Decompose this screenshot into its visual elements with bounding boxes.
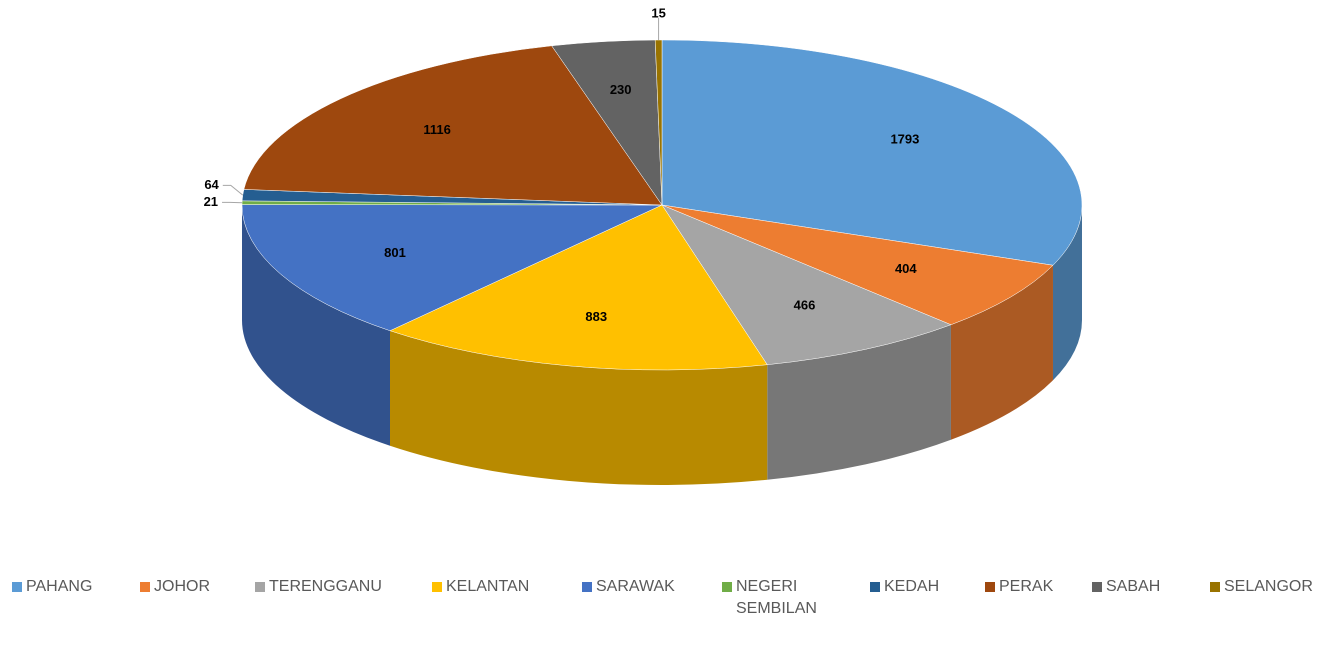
legend-label: KEDAH [884, 578, 940, 595]
slice-side [389, 330, 768, 485]
slice [661, 39, 1083, 266]
slice [389, 204, 768, 371]
slice-side [242, 205, 390, 446]
data-label: 21 [204, 194, 218, 209]
legend-item: PAHANG [12, 576, 122, 598]
legend-item: PERAK [985, 576, 1095, 598]
legend-item: KELANTAN [432, 576, 542, 598]
legend-label: SARAWAK [596, 578, 675, 595]
slice [243, 45, 663, 206]
data-label: 883 [585, 309, 607, 324]
data-label: 15 [651, 5, 665, 20]
slice-side [950, 265, 1053, 440]
leader-line [222, 184, 244, 196]
legend-swatch [1210, 582, 1220, 592]
data-label: 404 [895, 261, 917, 276]
legend-label: TERENGGANU [269, 578, 382, 595]
legend-swatch [722, 582, 732, 592]
data-label: 64 [204, 177, 219, 192]
slice-side [767, 324, 951, 480]
legend-item: NEGERI SEMBILAN [722, 576, 832, 620]
data-label: 230 [610, 82, 632, 97]
legend-item: SABAH [1092, 576, 1202, 598]
legend-item: SELANGOR [1210, 576, 1320, 598]
legend-swatch [140, 582, 150, 592]
legend-label: NEGERI SEMBILAN [736, 578, 817, 617]
data-label: 466 [794, 297, 816, 312]
legend-label: SABAH [1106, 578, 1161, 595]
legend-item: JOHOR [140, 576, 250, 598]
legend-item: KEDAH [870, 576, 980, 598]
legend-swatch [12, 582, 22, 592]
legend-swatch [582, 582, 592, 592]
legend-item: SARAWAK [582, 576, 692, 598]
slice-side [1052, 205, 1082, 381]
slice [661, 204, 1054, 326]
pie-area: 1793 404 466 883 801 21 64 1116 230 15 [204, 5, 1083, 485]
legend-label: SELANGOR [1224, 578, 1313, 595]
legend-label: PAHANG [26, 578, 93, 595]
data-label: 1116 [423, 122, 451, 137]
legend-label: PERAK [999, 578, 1054, 595]
data-label: 801 [384, 245, 406, 260]
data-label: 1793 [890, 131, 919, 146]
legend-swatch [985, 582, 995, 592]
legend-swatch [255, 582, 265, 592]
legend-swatch [870, 582, 880, 592]
slice [241, 204, 663, 331]
legend-label: JOHOR [154, 578, 210, 595]
slice [661, 204, 952, 366]
legend-swatch [432, 582, 442, 592]
legend-label: KELANTAN [446, 578, 530, 595]
legend-swatch [1092, 582, 1102, 592]
legend-item: TERENGGANU [255, 576, 382, 598]
